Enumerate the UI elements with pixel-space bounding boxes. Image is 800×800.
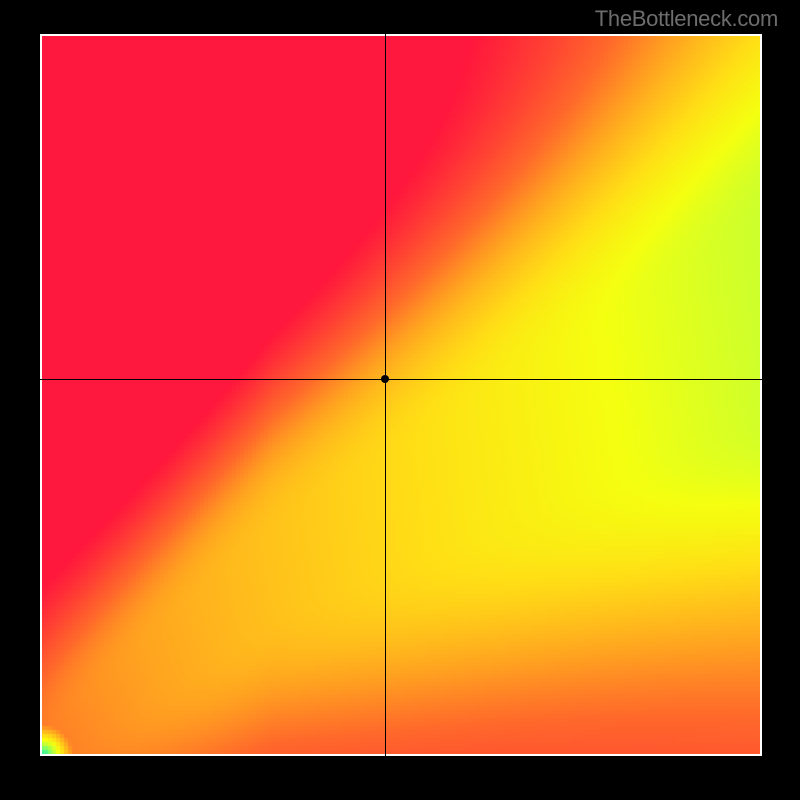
chart-container: TheBottleneck.com xyxy=(0,0,800,800)
crosshair-horizontal xyxy=(40,379,762,380)
plot-area xyxy=(40,34,762,756)
crosshair-vertical xyxy=(385,34,386,756)
watermark-text: TheBottleneck.com xyxy=(595,6,778,32)
heatmap-canvas xyxy=(40,34,762,756)
crosshair-dot xyxy=(381,375,389,383)
